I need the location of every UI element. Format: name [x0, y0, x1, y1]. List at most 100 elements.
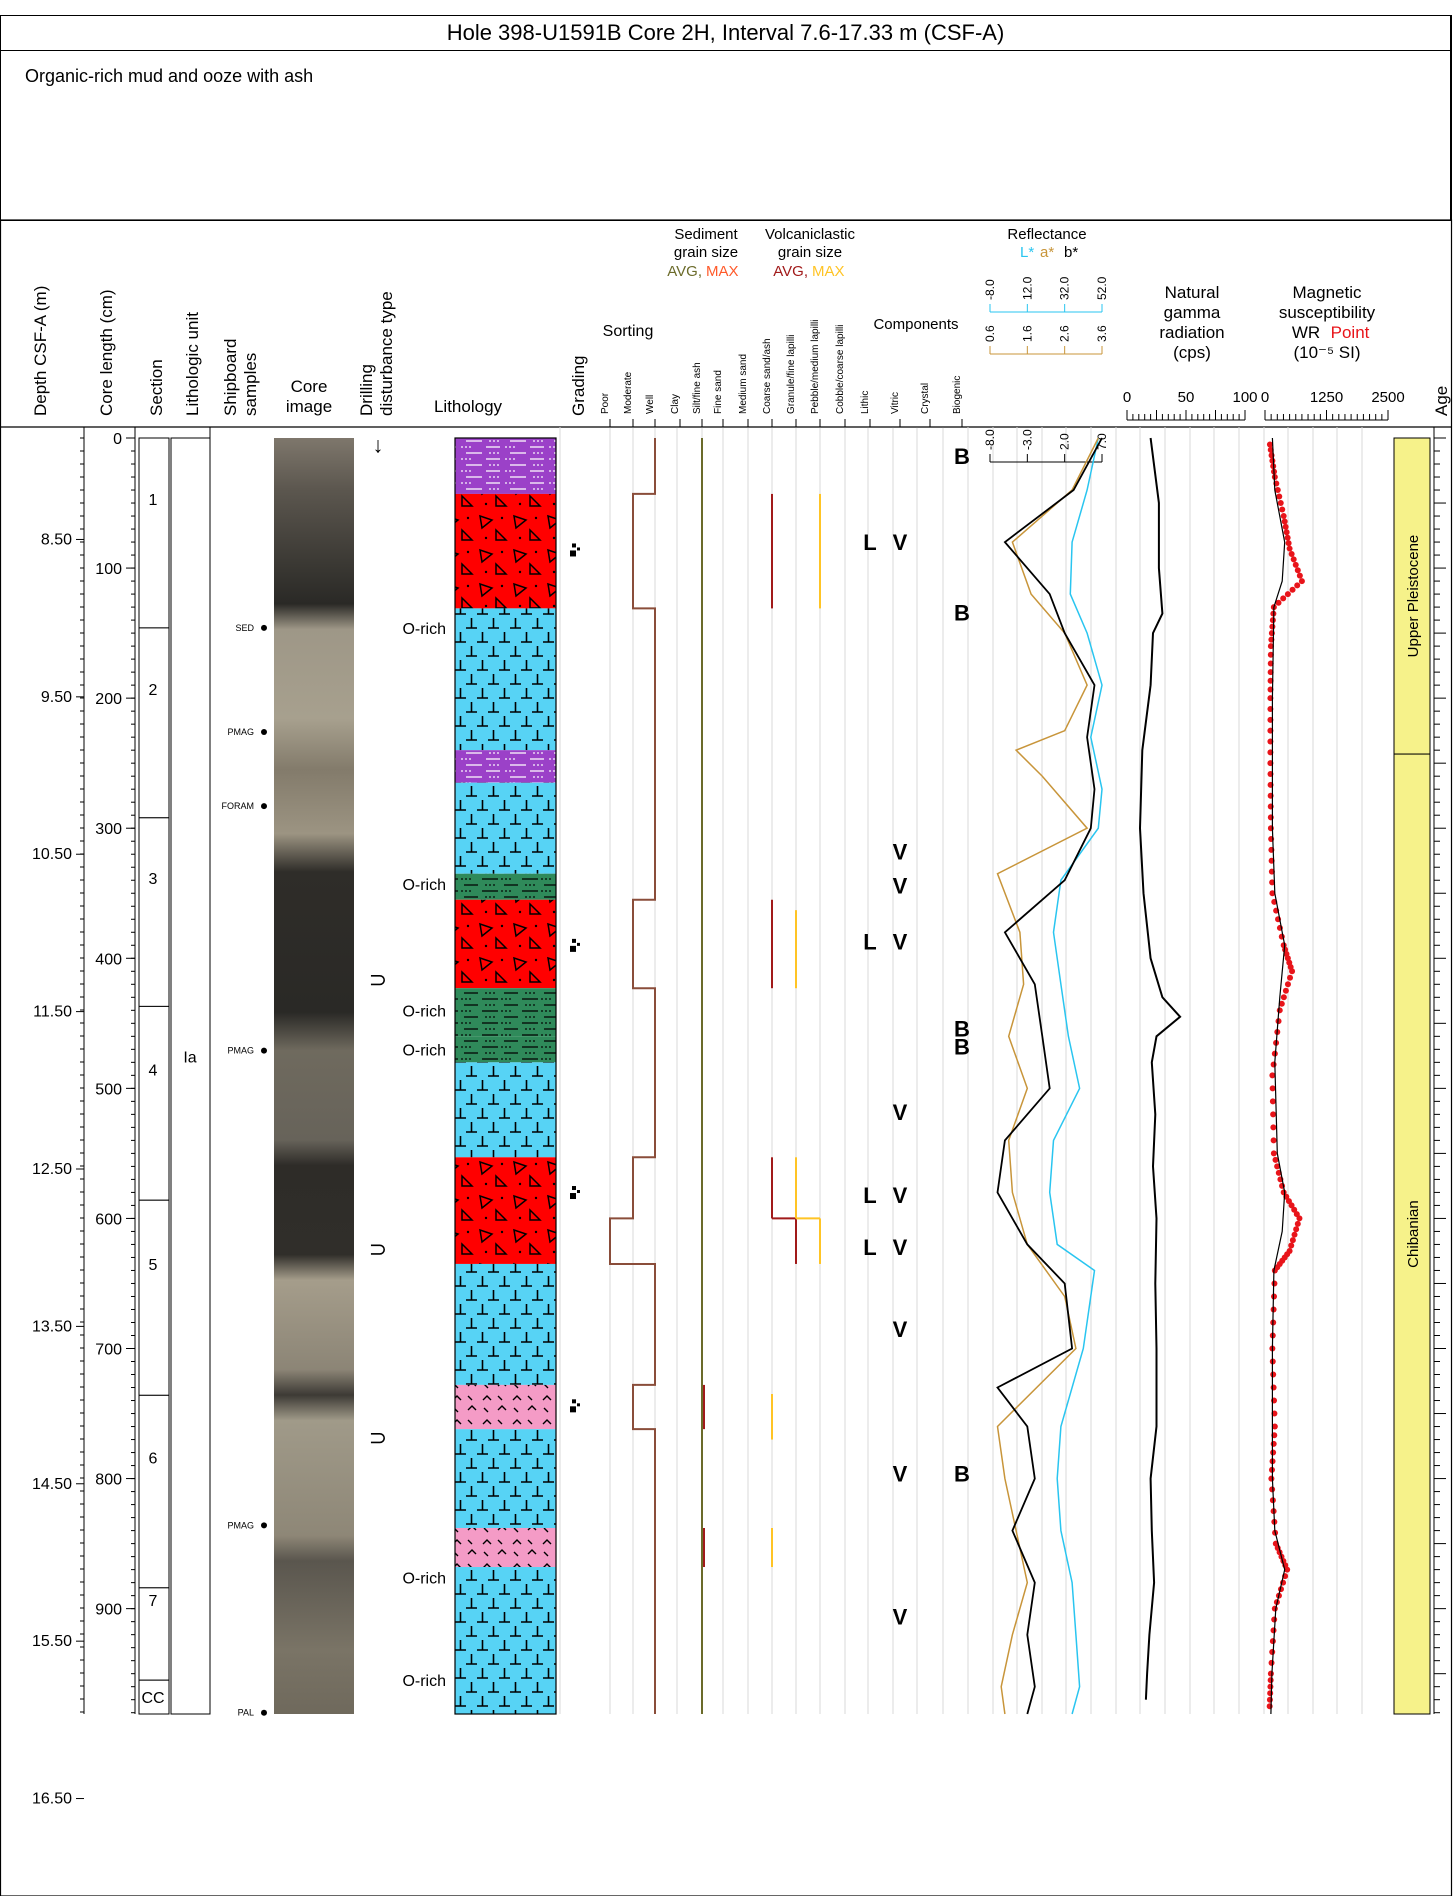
ms-point-dot	[1271, 1605, 1278, 1612]
ms-point-dot	[1270, 1124, 1277, 1131]
grain-size-tick-label: Coarse sand/ash	[762, 338, 773, 414]
ms-point-dot	[1288, 1202, 1295, 1209]
component-V: V	[893, 929, 908, 954]
header-drilling-2: disturbance type	[377, 291, 396, 416]
ms-point-dot	[1296, 572, 1303, 579]
section-box	[138, 1199, 170, 1396]
summary-text: Organic-rich mud and ooze with ash	[25, 66, 314, 86]
ms-point-dot	[1282, 987, 1289, 994]
ms-point-dot	[1287, 974, 1294, 981]
lithology-note: O-rich	[402, 1570, 446, 1587]
disturbance-symbol: ⊃	[369, 1425, 387, 1450]
reflectance-tick-label: 52.0	[1095, 276, 1109, 300]
grading-mark	[572, 1186, 576, 1191]
ms-point-dot	[1293, 1211, 1300, 1218]
header-sorting: Sorting	[603, 323, 654, 340]
sample-label: PMAG	[227, 727, 254, 737]
reflectance-tick-label: 0.6	[983, 325, 997, 342]
ms-point-dot	[1294, 582, 1301, 589]
ms-point-dot	[1274, 487, 1281, 494]
ms-point-dot	[1270, 1440, 1277, 1447]
section-box	[138, 627, 170, 819]
header-lith-unit: Lithologic unit	[183, 312, 202, 416]
ms-point-dot	[1284, 1566, 1291, 1573]
header-volc-max: MAX	[812, 263, 845, 280]
sample-dot	[261, 1047, 267, 1054]
ms-point-dot	[1291, 1206, 1298, 1213]
ms-point-dot	[1266, 1703, 1273, 1710]
lithology-layer-ooze	[455, 1567, 556, 1714]
age-label: Chibanian	[1405, 1200, 1422, 1268]
ms-point-dot	[1284, 534, 1291, 541]
header-refl-b: b*	[1064, 244, 1078, 261]
grain-size-tick-label: Silt/fine ash	[692, 362, 703, 414]
lithology-layer-mud	[455, 988, 556, 1037]
sample-dot	[261, 1709, 267, 1716]
ms-point-dot	[1271, 1423, 1278, 1430]
reflectance-tick-label: 2.0	[1058, 433, 1072, 450]
ms-point-dot	[1277, 500, 1284, 507]
header-ms-5: (10⁻⁵ SI)	[1293, 343, 1360, 362]
ngr-tick-label: 50	[1178, 389, 1195, 406]
component-V: V	[893, 1235, 908, 1260]
sorting-tick-label: Moderate	[623, 371, 634, 414]
grading-mark	[572, 938, 576, 943]
section-box	[138, 1394, 170, 1589]
ms-point-dot	[1275, 599, 1282, 606]
lithology-layer-ash	[455, 1157, 556, 1264]
component-V: V	[893, 1604, 908, 1629]
section-box	[138, 437, 170, 629]
grain-size-tick-label: Cobble/coarse lapilli	[835, 325, 846, 415]
header-sed-grain-2: grain size	[674, 244, 738, 261]
grading-mark	[572, 543, 576, 548]
ms-point-dot	[1278, 1000, 1285, 1007]
core-length-label: 400	[95, 951, 122, 968]
ms-point-dot	[1283, 529, 1290, 536]
component-B: B	[954, 1035, 970, 1060]
sample-label: FORAM	[222, 801, 255, 811]
header-ngr-2: gamma	[1164, 303, 1221, 322]
ms-point-dot	[1271, 1293, 1278, 1300]
sample-dot	[261, 624, 267, 631]
sample-dot	[261, 803, 267, 810]
ms-point-dot	[1267, 660, 1274, 667]
ms-point-dot	[1269, 1098, 1276, 1105]
grading-mark	[577, 1190, 580, 1194]
depth-label: 15.50	[32, 1633, 72, 1650]
reflectance-tick-label: 32.0	[1058, 276, 1072, 300]
section-label: 1	[149, 492, 158, 509]
lithology-note: O-rich	[402, 1042, 446, 1059]
ms-point-dot	[1281, 518, 1288, 525]
lithology-layer-pink_ash	[455, 1527, 556, 1568]
ms-point-dot	[1269, 617, 1276, 624]
component-V: V	[893, 530, 908, 555]
component-L: L	[863, 929, 876, 954]
lithology-layer-ooze	[455, 1062, 556, 1158]
header-volc-grain-1: Volcaniclastic	[765, 226, 856, 243]
age-box	[1393, 437, 1431, 755]
grain-size-tick-label: Pebble/medium lapilli	[810, 320, 821, 415]
core-length-label: 900	[95, 1602, 122, 1619]
ms-point-dot	[1267, 446, 1274, 453]
core-image	[274, 438, 354, 1714]
ms-point-dot	[1269, 457, 1276, 464]
core-length-label: 0	[113, 431, 122, 448]
sample-label: PMAG	[227, 1046, 254, 1056]
depth-label: 9.50	[41, 689, 72, 706]
grading-mark	[570, 1193, 576, 1200]
ms-point-dot	[1267, 1677, 1274, 1684]
ms-point-dot	[1271, 474, 1278, 481]
component-V: V	[893, 1100, 908, 1125]
sample-label: PAL	[238, 1708, 254, 1718]
components-tick-label: Crystal	[920, 383, 931, 414]
header-sed-grain-1: Sediment	[674, 226, 738, 243]
sample-dot	[261, 1522, 267, 1529]
lithologic-unit-label: Ia	[183, 1049, 196, 1066]
reflectance-tick-label: -3.0	[1020, 429, 1034, 450]
ms-point-dot	[1267, 669, 1274, 676]
header-depth: Depth CSF-A (m)	[31, 286, 50, 416]
ms-tick-label: 1250	[1310, 389, 1343, 406]
ms-point-dot	[1267, 643, 1274, 650]
depth-label: 14.50	[32, 1476, 72, 1493]
ms-point-dot	[1296, 1215, 1303, 1222]
